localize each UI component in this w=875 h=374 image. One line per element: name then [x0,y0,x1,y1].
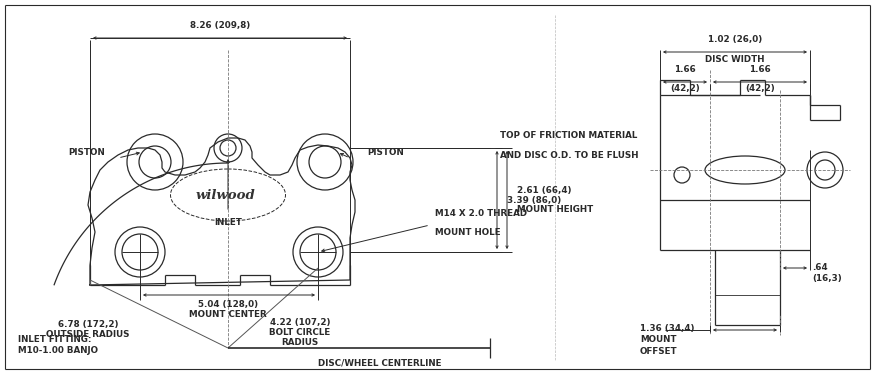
Text: 6.78 (172,2): 6.78 (172,2) [58,320,118,329]
Text: DISC WIDTH: DISC WIDTH [705,55,765,64]
Text: 1.36 (34,4): 1.36 (34,4) [640,324,695,332]
Text: BOLT CIRCLE: BOLT CIRCLE [270,328,331,337]
Text: PISTON: PISTON [68,147,105,156]
Text: MOUNT: MOUNT [640,335,676,344]
Text: 1.66: 1.66 [749,65,771,74]
Text: M10-1.00 BANJO: M10-1.00 BANJO [18,346,98,355]
Text: 3.39 (86,0): 3.39 (86,0) [507,196,561,205]
Text: (16,3): (16,3) [812,273,842,282]
Text: 1.02 (26,0): 1.02 (26,0) [708,35,762,44]
Text: .64: .64 [812,264,828,273]
Text: 2.61 (66,4): 2.61 (66,4) [517,186,571,195]
Text: 8.26 (209,8): 8.26 (209,8) [190,21,250,30]
Text: 4.22 (107,2): 4.22 (107,2) [270,318,330,327]
Text: 5.04 (128,0): 5.04 (128,0) [198,300,258,309]
Text: INLET: INLET [214,218,242,227]
Text: OFFSET: OFFSET [640,347,677,356]
Text: (42,2): (42,2) [670,84,700,93]
Text: wilwood: wilwood [195,188,255,202]
Text: AND DISC O.D. TO BE FLUSH: AND DISC O.D. TO BE FLUSH [500,151,639,160]
Text: RADIUS: RADIUS [282,338,318,347]
Text: MOUNT HEIGHT: MOUNT HEIGHT [517,205,593,214]
Text: OUTSIDE RADIUS: OUTSIDE RADIUS [46,330,130,339]
Text: (42,2): (42,2) [746,84,775,93]
Text: DISC/WHEEL CENTERLINE: DISC/WHEEL CENTERLINE [318,358,442,367]
Text: 1.66: 1.66 [674,65,696,74]
Text: M14 X 2.0 THREAD: M14 X 2.0 THREAD [435,209,527,218]
Text: MOUNT CENTER: MOUNT CENTER [189,310,267,319]
Text: TOP OF FRICTION MATERIAL: TOP OF FRICTION MATERIAL [500,131,637,140]
Text: PISTON: PISTON [367,147,403,156]
Text: MOUNT HOLE: MOUNT HOLE [435,228,500,237]
Text: INLET FITTING:: INLET FITTING: [18,335,92,344]
